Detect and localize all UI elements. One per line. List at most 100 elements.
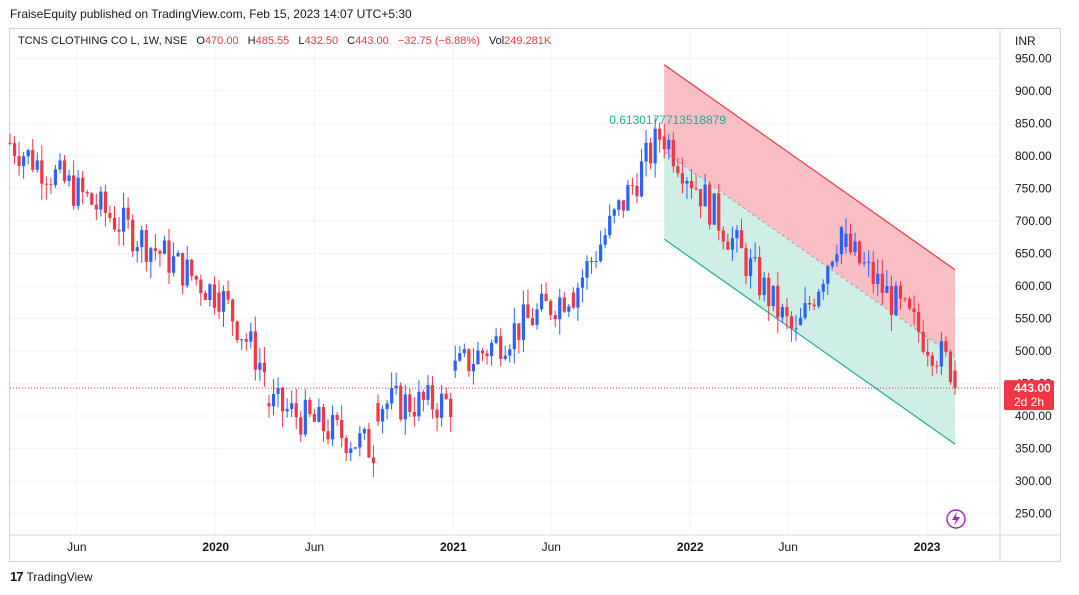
candle-body — [803, 302, 807, 318]
candle-body — [231, 299, 235, 322]
candle-body — [653, 128, 657, 164]
candle-body — [521, 304, 525, 340]
publish-header: FraiseEquity published on TradingView.co… — [10, 7, 412, 21]
candle-body — [362, 429, 366, 434]
volume-value: 249.281K — [504, 35, 552, 47]
tradingview-brand: TradingView — [26, 569, 93, 584]
channel-top-line — [663, 64, 956, 271]
candle-body — [380, 409, 385, 422]
countdown-value: 2d 2h — [1014, 395, 1044, 409]
last-price-badge — [1004, 380, 1054, 411]
candle-body — [81, 177, 85, 193]
candle-body — [449, 398, 453, 418]
candle-body — [26, 150, 30, 157]
candle-body — [353, 447, 357, 449]
candle-body — [758, 257, 762, 296]
candle-body — [689, 180, 694, 189]
candle-body — [67, 175, 71, 181]
candle-body — [421, 391, 426, 400]
channel-ratio-label: 0.61301777135188​79 — [609, 113, 726, 127]
candle-body — [371, 457, 376, 464]
candle-body — [585, 261, 589, 278]
candle-body — [776, 285, 780, 318]
candle-body — [8, 142, 12, 144]
candle-body — [258, 362, 262, 370]
candle-body — [349, 448, 353, 453]
candle-body — [35, 160, 39, 170]
candle-body — [880, 273, 884, 293]
candle-body — [553, 314, 557, 320]
candle-body — [835, 254, 839, 262]
candle-body — [944, 341, 948, 352]
candle-body — [440, 393, 444, 418]
symbol-legend: TCNS CLOTHING CO L, 1W, NSE O470.00 H485… — [18, 35, 551, 47]
candle-body — [508, 349, 512, 356]
candle-body — [221, 290, 226, 312]
candle-body — [253, 331, 257, 370]
candle-body — [844, 233, 848, 247]
candle-body — [480, 350, 485, 354]
candle-body — [649, 142, 653, 164]
candle-body — [535, 309, 539, 325]
candle-body — [726, 241, 730, 250]
chart-frame — [9, 28, 1061, 562]
candle-body — [812, 304, 816, 307]
lightning-icon[interactable] — [946, 509, 966, 529]
candle-body — [921, 331, 925, 352]
candle-body — [90, 193, 94, 205]
high-value: 485.55 — [255, 35, 290, 47]
candle-body — [244, 339, 248, 342]
candle-body — [630, 185, 635, 187]
candle-body — [499, 336, 503, 359]
candle-body — [399, 385, 403, 420]
candle-body — [99, 191, 103, 210]
low-label: L — [298, 35, 305, 47]
candle-body — [58, 160, 62, 170]
candle-body — [562, 297, 566, 312]
candle-body — [867, 261, 871, 263]
candle-body — [721, 230, 725, 242]
candle-body — [385, 403, 389, 410]
candle-body — [17, 156, 21, 166]
candle-body — [517, 323, 521, 340]
candle-body — [53, 169, 58, 185]
x-tick-label: 2023 — [914, 540, 941, 554]
high-label: H — [247, 35, 256, 47]
candle-body — [94, 204, 98, 210]
candle-body — [158, 250, 162, 254]
candle-body — [667, 139, 671, 150]
y-tick-label: 650.00 — [1015, 246, 1052, 260]
candle-body — [544, 293, 548, 302]
candle-body — [471, 364, 476, 372]
candle-body — [330, 414, 335, 440]
candle-body — [894, 285, 898, 316]
open-label: O — [196, 35, 205, 47]
candle-body — [453, 360, 457, 371]
candle-body — [912, 308, 916, 312]
candle-body — [72, 175, 76, 206]
last-candle-body — [953, 370, 957, 389]
x-tick-label: Jun — [542, 540, 561, 554]
candle-body — [694, 188, 698, 190]
candle-body — [821, 283, 825, 292]
candle-body — [44, 183, 48, 185]
candle-body — [712, 193, 716, 225]
candle-body — [489, 342, 494, 357]
candle-body — [762, 277, 766, 296]
candle-body — [767, 277, 771, 307]
candle-body — [930, 355, 934, 366]
candle-body — [935, 365, 939, 367]
candle-body — [171, 256, 176, 273]
volume-label: Vol — [488, 35, 505, 47]
candle-body — [235, 321, 239, 341]
candle-body — [808, 302, 812, 305]
candle-body — [267, 403, 271, 407]
candle-body — [680, 173, 685, 184]
symbol-label[interactable]: TCNS CLOTHING CO L, 1W, NSE — [18, 35, 188, 47]
y-tick-label: 250.00 — [1015, 507, 1052, 521]
candle-body — [635, 185, 639, 197]
candle-body — [294, 403, 298, 418]
candle-body — [190, 259, 194, 277]
candle-body — [848, 233, 853, 253]
